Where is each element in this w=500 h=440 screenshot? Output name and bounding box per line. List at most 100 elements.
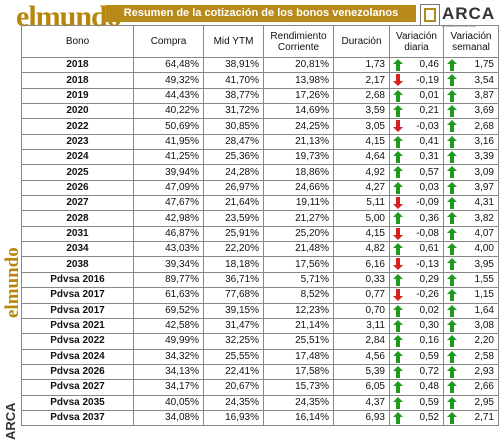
var-semanal-value: 4,00	[474, 243, 494, 255]
var-semanal-value: 4,31	[474, 197, 494, 209]
var-semanal-value: 2,71	[474, 412, 494, 424]
table-row: 2024 41,25% 25,36% 19,73% 4,64 0,31 3,39	[21, 149, 499, 166]
bond-name: Pdvsa 2037	[21, 409, 134, 427]
arrow-up-icon	[393, 411, 403, 424]
var-diaria-cell: 0,03	[389, 179, 444, 197]
var-semanal-value: 2,68	[474, 120, 494, 132]
var-diaria-cell: 0,36	[389, 210, 444, 227]
arrow-up-icon	[393, 273, 403, 286]
col-rendimiento: Rendimiento Corriente	[263, 25, 334, 58]
arrow-up-icon	[447, 289, 457, 302]
arrow-down-icon	[393, 197, 403, 210]
var-diaria-cell: 0,59	[389, 394, 444, 411]
compra-value: 39,34%	[133, 256, 204, 273]
var-diaria-cell: 0,30	[389, 317, 444, 335]
arrow-up-icon	[393, 135, 403, 148]
table-row: 2018 49,32% 41,70% 13,98% 2,17 -0,19 3,54	[21, 72, 499, 89]
table-row: 2023 41,95% 28,47% 21,13% 4,15 0,41 3,16	[21, 133, 499, 151]
var-semanal-cell: 1,15	[443, 287, 499, 304]
compra-value: 44,43%	[133, 87, 204, 105]
table-header-row: Bono Compra Mid YTM Rendimiento Corrient…	[21, 25, 499, 58]
var-diaria-cell: 0,01	[389, 87, 444, 105]
bond-name: 2028	[21, 210, 134, 227]
compra-value: 50,69%	[133, 118, 204, 135]
col-duracion: Duración	[333, 25, 390, 58]
arrow-up-icon	[393, 151, 403, 164]
duracion-value: 6,93	[333, 409, 390, 427]
rendimiento-value: 20,81%	[263, 56, 334, 74]
arrow-up-icon	[447, 335, 457, 348]
bond-name: 2031	[21, 225, 134, 243]
table-row: 2026 47,09% 26,97% 24,66% 4,27 0,03 3,97	[21, 179, 499, 197]
var-diaria-value: 0,36	[419, 212, 439, 224]
rendimiento-value: 17,58%	[263, 363, 334, 381]
bond-name: 2025	[21, 164, 134, 181]
duracion-value: 4,15	[333, 225, 390, 243]
duracion-value: 0,70	[333, 302, 390, 319]
bond-name: Pdvsa 2026	[21, 363, 134, 381]
var-diaria-value: -0,08	[416, 227, 439, 239]
var-diaria-value: 0,46	[419, 59, 439, 71]
arrow-up-icon	[447, 411, 457, 424]
rendimiento-value: 17,48%	[263, 348, 334, 365]
bond-name: 2018	[21, 72, 134, 89]
var-semanal-value: 3,09	[474, 166, 494, 178]
side-logos: elmundo ARCA	[0, 60, 23, 440]
bond-name: 2023	[21, 133, 134, 151]
rendimiento-value: 24,25%	[263, 118, 334, 135]
bond-name: Pdvsa 2021	[21, 317, 134, 335]
mid-ytm-value: 24,35%	[203, 394, 264, 411]
bond-name: 2019	[21, 87, 134, 105]
var-semanal-value: 3,54	[474, 74, 494, 86]
compra-value: 41,25%	[133, 149, 204, 166]
arrow-up-icon	[393, 89, 403, 102]
var-semanal-value: 3,69	[474, 105, 494, 117]
var-diaria-cell: 0,72	[389, 363, 444, 381]
var-semanal-value: 3,95	[474, 258, 494, 270]
var-diaria-cell: 0,41	[389, 133, 444, 151]
table-row: Pdvsa 2027 34,17% 20,67% 15,73% 6,05 0,48 2,66	[21, 379, 499, 396]
duracion-value: 1,73	[333, 56, 390, 74]
compra-value: 43,03%	[133, 241, 204, 258]
arrow-up-icon	[393, 350, 403, 363]
duracion-value: 6,05	[333, 379, 390, 396]
duracion-value: 2,17	[333, 72, 390, 89]
table-row: Pdvsa 2017 61,63% 77,68% 8,52% 0,77 -0,26 1,15	[21, 287, 499, 304]
var-semanal-value: 1,75	[474, 59, 494, 71]
arrow-up-icon	[447, 243, 457, 256]
var-diaria-cell: 0,21	[389, 103, 444, 120]
var-semanal-value: 3,82	[474, 212, 494, 224]
mid-ytm-value: 77,68%	[203, 287, 264, 304]
rendimiento-value: 14,69%	[263, 103, 334, 120]
var-diaria-value: 0,48	[419, 381, 439, 393]
var-semanal-value: 1,64	[474, 304, 494, 316]
duracion-value: 6,16	[333, 256, 390, 273]
arrow-up-icon	[393, 181, 403, 194]
var-semanal-value: 1,55	[474, 273, 494, 285]
duracion-value: 4,27	[333, 179, 390, 197]
bond-name: 2024	[21, 149, 134, 166]
var-semanal-cell: 3,08	[443, 317, 499, 335]
compra-value: 42,98%	[133, 210, 204, 227]
arrow-up-icon	[393, 365, 403, 378]
rendimiento-value: 15,73%	[263, 379, 334, 396]
arrow-up-icon	[447, 135, 457, 148]
var-diaria-value: 0,03	[419, 181, 439, 193]
var-diaria-value: 0,57	[419, 166, 439, 178]
duracion-value: 4,92	[333, 164, 390, 181]
col-compra: Compra	[133, 25, 204, 58]
bond-table: Bono Compra Mid YTM Rendimiento Corrient…	[21, 25, 499, 427]
table-row: 2031 46,87% 25,91% 25,20% 4,15 -0,08 4,07	[21, 225, 499, 243]
compra-value: 89,77%	[133, 271, 204, 289]
arrow-up-icon	[393, 396, 403, 409]
compra-value: 49,99%	[133, 333, 204, 350]
bond-name: 2018	[21, 56, 134, 74]
rendimiento-value: 5,71%	[263, 271, 334, 289]
mid-ytm-value: 18,18%	[203, 256, 264, 273]
rendimiento-value: 12,23%	[263, 302, 334, 319]
mid-ytm-value: 25,91%	[203, 225, 264, 243]
var-diaria-value: -0,09	[416, 197, 439, 209]
rendimiento-value: 19,11%	[263, 195, 334, 212]
table-row: 2019 44,43% 38,77% 17,26% 2,68 0,01 3,87	[21, 87, 499, 105]
var-semanal-cell: 3,69	[443, 103, 499, 120]
